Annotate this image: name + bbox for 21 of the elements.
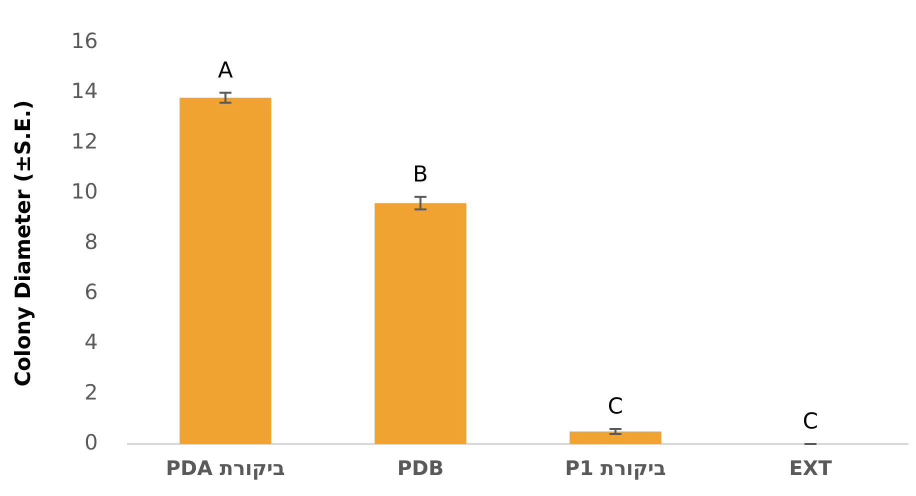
annotation: B [412,162,428,188]
x-tick-label: EXT [789,456,832,480]
y-tick-label: 14 [71,79,98,104]
y-tick-label: 0 [84,430,98,454]
bar [570,431,662,444]
y-tick-label: 8 [84,230,98,254]
y-tick-label: 12 [71,129,98,154]
x-tick-label: PDB [397,456,444,480]
y-tick-label: 6 [84,280,98,304]
bar [180,98,272,444]
y-tick-label: 16 [71,29,98,54]
annotation: C [802,410,818,435]
annotation: A [218,58,233,84]
x-tick-label: ביקורת PDA [166,456,285,480]
annotation: C [608,394,624,420]
y-tick-label: 4 [84,330,98,354]
x-tick-label: ביקורת P1 [565,456,666,480]
y-tick-label: 2 [84,380,98,404]
bar [374,203,466,444]
y-axis-title: Colony Diameter (±S.E.) [11,100,36,387]
y-tick-label: 10 [71,180,98,204]
